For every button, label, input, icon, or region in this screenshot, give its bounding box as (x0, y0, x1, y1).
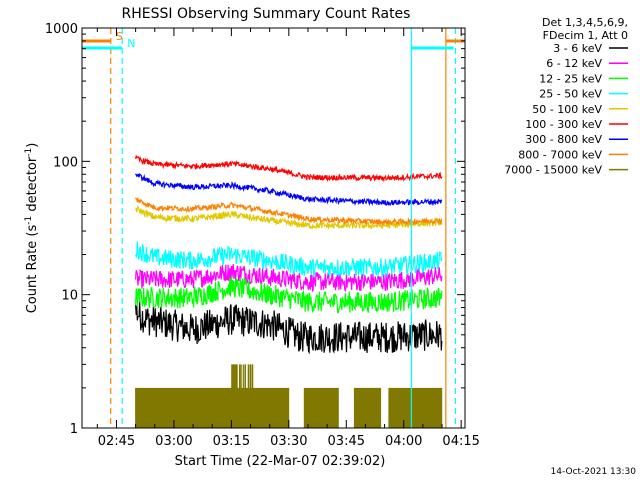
x-tick-label: 03:30 (270, 434, 307, 449)
legend-entry-label: 50 - 100 keV (532, 103, 602, 116)
legend-header: Det 1,3,4,5,6,9, (542, 16, 628, 29)
series-line-3 (135, 241, 443, 278)
legend-entry-label: 12 - 25 keV (539, 72, 602, 85)
attenuator-state-label: N (127, 37, 135, 50)
y-tick-label: 100 (53, 155, 78, 170)
footer-timestamp: 14-Oct-2021 13:30 (551, 467, 637, 477)
y-tick-label: 10 (61, 289, 78, 304)
y-tick-label: 1000 (45, 22, 78, 37)
y-axis-label-part: ) (25, 143, 40, 148)
legend: Det 1,3,4,5,6,9,FDecim 1, Att 03 - 6 keV… (504, 16, 628, 177)
legend-entry-label: 6 - 12 keV (546, 57, 602, 70)
legend-entry-label: 800 - 7000 keV (518, 148, 602, 161)
y-axis-label-part: detector (25, 156, 40, 216)
series-line-5 (135, 154, 443, 183)
y-tick-label: 1 (70, 422, 78, 437)
x-tick-label: 04:00 (385, 434, 422, 449)
legend-entry-label: 7000 - 15000 keV (504, 164, 602, 177)
x-tick-label: 04:15 (442, 434, 479, 449)
x-axis: 02:45 03:00 03:15 03:30 03:45 04:00 04:15 (96, 28, 480, 449)
y-axis: 1 10 100 1000 (45, 22, 465, 437)
x-tick-label: 03:15 (213, 434, 250, 449)
series-line-1 (135, 264, 443, 293)
legend-entry-label: 3 - 6 keV (553, 42, 602, 55)
legend-entry-label: 25 - 50 keV (539, 88, 602, 101)
attenuator-state-label: S (116, 30, 123, 43)
y-axis-label: Count Rate (s-1 detector-1) (24, 143, 40, 314)
chart-title: RHESSI Observing Summary Count Rates (122, 6, 411, 22)
series-line-7 (135, 196, 443, 226)
x-axis-label: Start Time (22-Mar-07 02:39:02) (175, 454, 386, 469)
markers-layer: SN (82, 28, 465, 428)
legend-entry-label: 300 - 800 keV (525, 133, 602, 146)
series-line-0 (135, 299, 443, 355)
series-line-7000-15000-kev (135, 364, 443, 428)
legend-header: FDecim 1, Att 0 (543, 29, 628, 42)
legend-entry-label: 100 - 300 keV (525, 118, 602, 131)
y-axis-label-sup: -1 (24, 216, 34, 225)
plot-frame (81, 27, 466, 429)
series-layer (135, 154, 443, 428)
y-axis-label-sup: -1 (24, 148, 34, 157)
series-line-2 (135, 276, 443, 314)
y-axis-label-part: Count Rate (s (25, 225, 40, 314)
x-tick-label: 03:45 (328, 434, 365, 449)
x-tick-label: 03:00 (155, 434, 192, 449)
series-line-6 (135, 173, 443, 207)
x-tick-label: 02:45 (98, 434, 135, 449)
